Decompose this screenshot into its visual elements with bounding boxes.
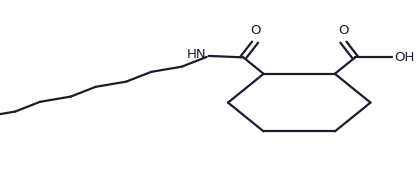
Text: HN: HN	[187, 48, 207, 62]
Text: OH: OH	[394, 51, 414, 64]
Text: O: O	[338, 25, 349, 37]
Text: O: O	[250, 25, 260, 37]
